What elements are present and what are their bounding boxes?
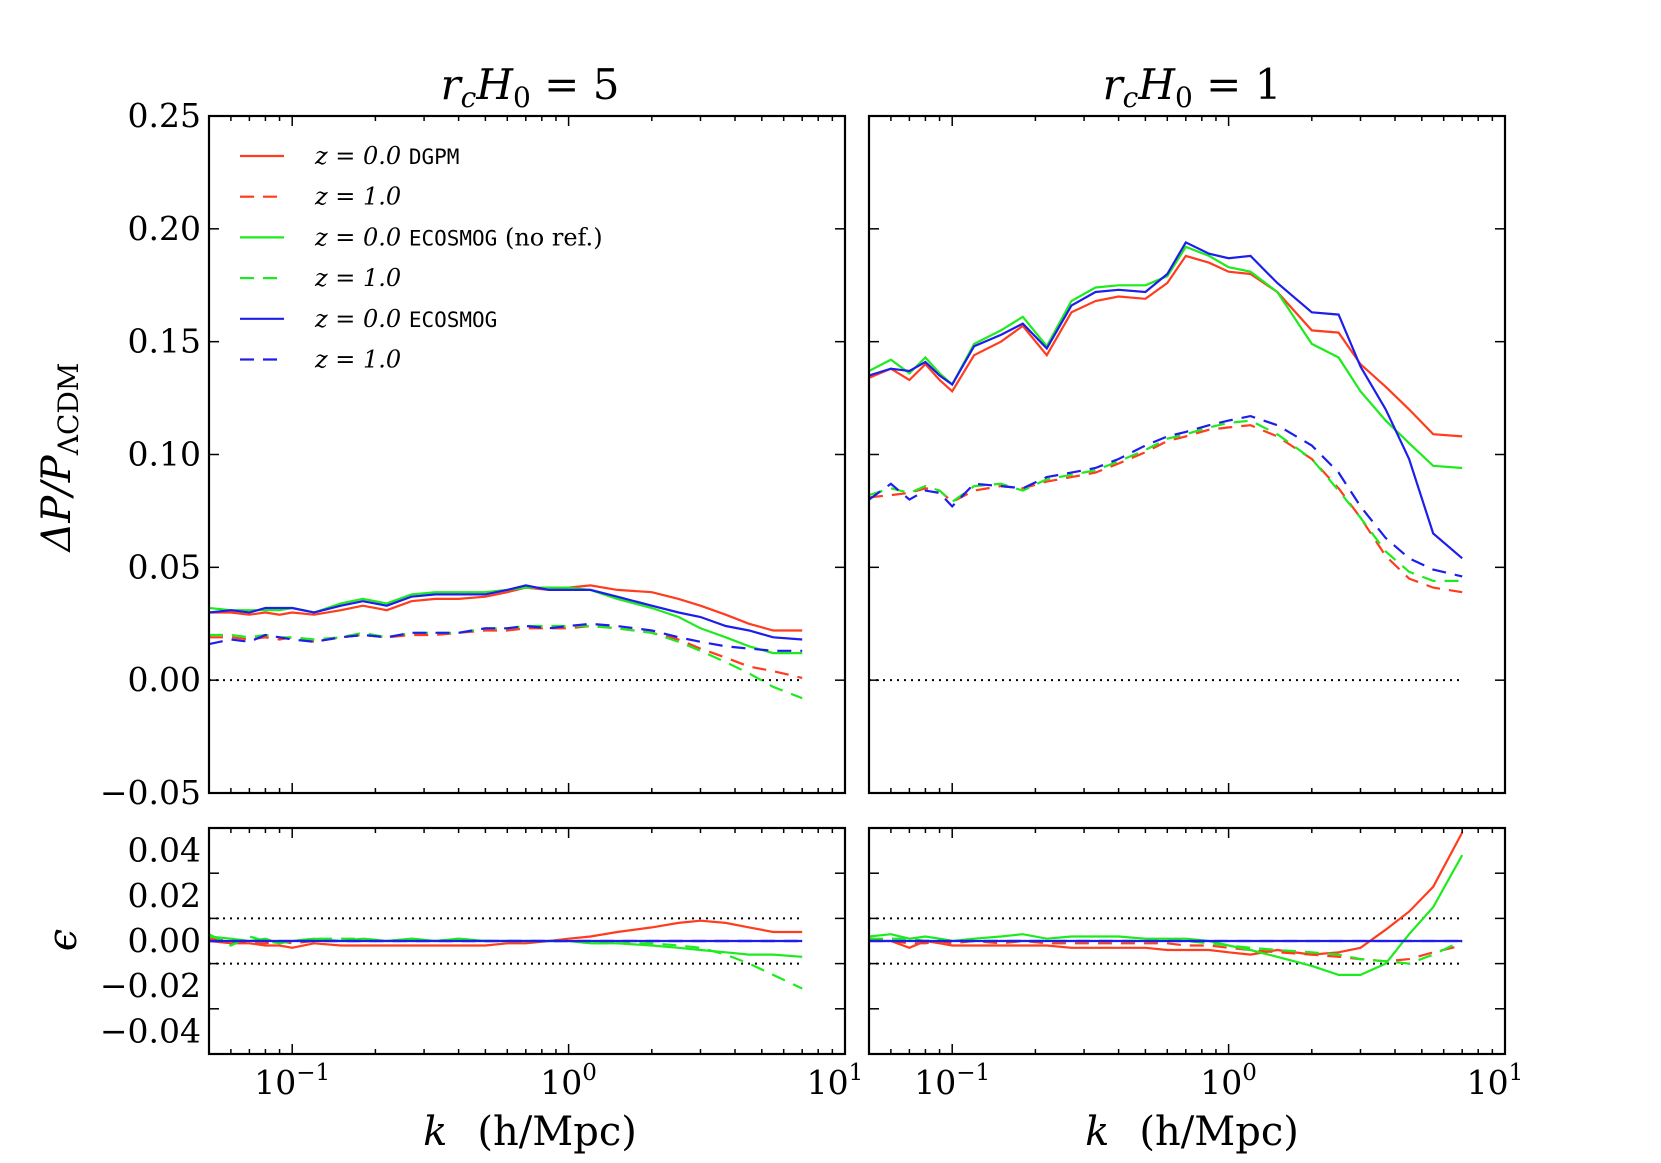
y-tick-label: 0.00 bbox=[128, 921, 201, 960]
legend-entry: z = 1.0 bbox=[240, 346, 401, 374]
legend-label: z = 0.0 ECOSMOG bbox=[314, 305, 497, 333]
legend-entry: z = 0.0 ECOSMOG (no ref.) bbox=[240, 223, 603, 251]
series-line-4 bbox=[209, 584, 803, 641]
series-line-0 bbox=[869, 254, 1463, 438]
y-tick-label: 0.20 bbox=[128, 209, 201, 248]
xlabel-left: k (h/Mpc) bbox=[423, 1109, 637, 1155]
x-tick-label: 10−1 bbox=[254, 1060, 330, 1102]
x-tick-label: 101 bbox=[1467, 1060, 1524, 1102]
ylabel-bottom: ϵ bbox=[40, 929, 86, 951]
y-tick-label: 0.00 bbox=[128, 660, 201, 699]
legend-entry: z = 0.0 DGPM bbox=[240, 142, 459, 170]
ylabel-top: ΔP/PΛCDM bbox=[34, 363, 85, 554]
x-tick-label: 100 bbox=[1200, 1060, 1257, 1102]
legend-label: z = 1.0 bbox=[314, 346, 401, 374]
panel-bottom-left: 0.04 0.02 0.00 −0.02 −0.04 10−1 100 101 bbox=[100, 826, 864, 1102]
series-line-2 bbox=[869, 854, 1464, 977]
y-tick-label: −0.02 bbox=[100, 966, 201, 1005]
legend-entry: z = 1.0 bbox=[240, 264, 401, 292]
series-line-4 bbox=[869, 240, 1463, 560]
y-tick-label: 0.02 bbox=[128, 876, 201, 915]
legend-label: z = 1.0 bbox=[314, 183, 401, 211]
series-line-5 bbox=[209, 622, 803, 652]
series-line-0 bbox=[869, 831, 1464, 956]
legend-entry: z = 1.0 bbox=[240, 183, 401, 211]
y-tick-label: 0.05 bbox=[128, 547, 201, 586]
series-line-0 bbox=[209, 919, 803, 949]
series-line-3 bbox=[209, 624, 803, 700]
y-tick-label: 0.25 bbox=[128, 96, 201, 135]
x-tick-label: 101 bbox=[807, 1060, 864, 1102]
legend-label: z = 0.0 ECOSMOG (no ref.) bbox=[314, 223, 603, 251]
y-tick-label: 0.15 bbox=[128, 322, 201, 361]
series-line-1 bbox=[869, 424, 1463, 594]
y-tick-label: 0.04 bbox=[128, 831, 201, 870]
title-right: rcH0 = 1 bbox=[1103, 60, 1282, 114]
y-tick-label: −0.05 bbox=[100, 773, 201, 812]
axes-frame bbox=[867, 114, 1507, 795]
panel-top-left: 0.25 0.20 0.15 0.10 0.05 0.00 −0.05 bbox=[100, 96, 847, 812]
series-line-3 bbox=[209, 933, 803, 990]
legend: z = 0.0 DGPM z = 1.0 z = 0.0 ECOSMOG (no r… bbox=[240, 142, 603, 374]
axes-frame bbox=[207, 114, 847, 795]
series-line-2 bbox=[869, 245, 1463, 470]
legend-entry: z = 0.0 ECOSMOG bbox=[240, 305, 497, 333]
title-left: rcH0 = 5 bbox=[441, 60, 620, 114]
panel-top-right bbox=[867, 114, 1507, 795]
y-tick-label: −0.04 bbox=[100, 1011, 201, 1050]
axes-frame bbox=[207, 826, 847, 1056]
legend-label: z = 0.0 DGPM bbox=[314, 142, 459, 170]
series-line-5 bbox=[869, 414, 1463, 578]
panel-bottom-right: 10−1 100 101 bbox=[867, 826, 1524, 1102]
xlabel-right: k (h/Mpc) bbox=[1085, 1109, 1299, 1155]
x-tick-label: 100 bbox=[540, 1060, 597, 1102]
axes-frame bbox=[867, 826, 1507, 1056]
series-line-3 bbox=[869, 419, 1463, 583]
y-tick-label: 0.10 bbox=[128, 435, 201, 474]
legend-label: z = 1.0 bbox=[314, 264, 401, 292]
x-tick-label: 10−1 bbox=[914, 1060, 990, 1102]
series-line-2 bbox=[209, 586, 803, 655]
series-line-0 bbox=[209, 584, 803, 632]
